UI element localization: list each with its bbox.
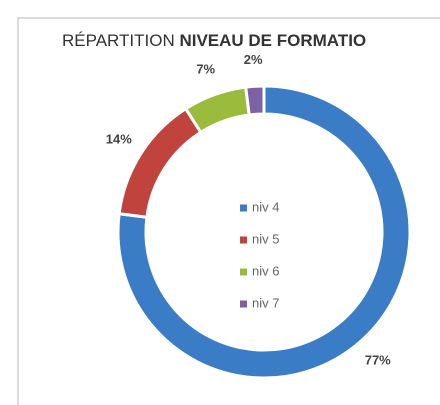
- donut-slice: [244, 84, 266, 117]
- legend-swatch: [240, 204, 247, 212]
- data-label: 2%: [244, 52, 263, 67]
- title-normal: RÉPARTITION: [62, 31, 175, 50]
- donut-slice: [117, 106, 203, 219]
- legend-swatch: [240, 268, 247, 276]
- legend-swatch: [240, 236, 247, 244]
- data-label: 7%: [196, 62, 215, 77]
- legend-label: niv 4: [252, 199, 279, 214]
- donut-slice: [116, 84, 412, 380]
- chart-title: RÉPARTITION NIVEAU DE FORMATIO: [62, 31, 366, 50]
- data-label: 77%: [365, 352, 391, 367]
- legend-swatch: [240, 300, 247, 308]
- legend-label: niv 6: [252, 263, 279, 278]
- legend-label: niv 5: [252, 231, 279, 246]
- donut-slice: [183, 85, 251, 135]
- data-label: 14%: [106, 131, 132, 146]
- chart-frame: [17, 17, 440, 405]
- legend-label: niv 7: [252, 295, 279, 310]
- title-bold: NIVEAU DE FORMATIO: [179, 31, 366, 50]
